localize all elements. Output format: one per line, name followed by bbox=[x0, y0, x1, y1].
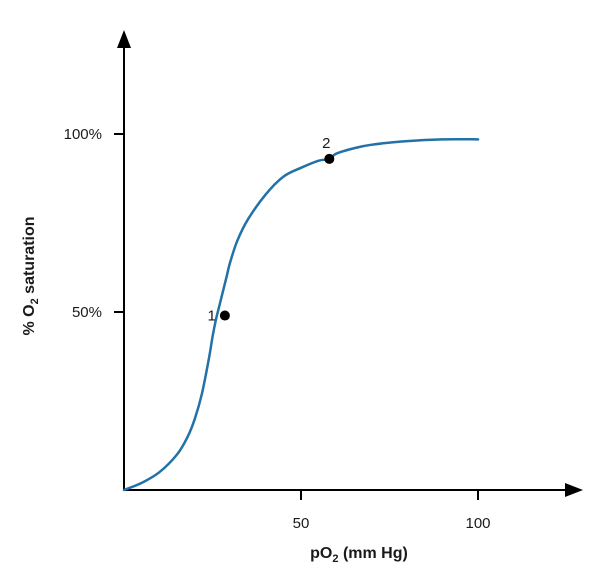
y-tick-label: 100% bbox=[64, 126, 102, 143]
x-tick-label: 50 bbox=[293, 515, 310, 532]
saturation-curve bbox=[122, 137, 480, 492]
axis-title-part: % O bbox=[21, 304, 38, 335]
point-2-marker bbox=[324, 153, 335, 164]
x-ticks: 50 100 bbox=[293, 490, 491, 532]
axis-title-part: (mm Hg) bbox=[339, 545, 408, 562]
y-tick-label: 50% bbox=[72, 304, 102, 321]
axis-title-subscript: 2 bbox=[332, 553, 338, 565]
point-2-label: 2 bbox=[322, 135, 330, 152]
x-tick-label: 100 bbox=[465, 515, 490, 532]
y-ticks: 50% 100% bbox=[64, 126, 124, 321]
axis-title-part: pO bbox=[310, 545, 332, 562]
x-axis-title: pO2 (mm Hg) bbox=[310, 545, 408, 565]
axes bbox=[117, 30, 583, 497]
y-axis-title: % O2 saturation bbox=[21, 216, 41, 335]
y-axis-arrowhead bbox=[117, 30, 131, 48]
series-layer bbox=[122, 137, 480, 492]
axis-title-subscript: 2 bbox=[29, 298, 41, 304]
points-layer: 12 bbox=[208, 135, 335, 325]
x-axis-arrowhead bbox=[565, 483, 583, 497]
point-1-marker bbox=[219, 310, 230, 321]
point-1-label: 1 bbox=[208, 308, 216, 325]
axis-title-part: saturation bbox=[21, 216, 38, 298]
